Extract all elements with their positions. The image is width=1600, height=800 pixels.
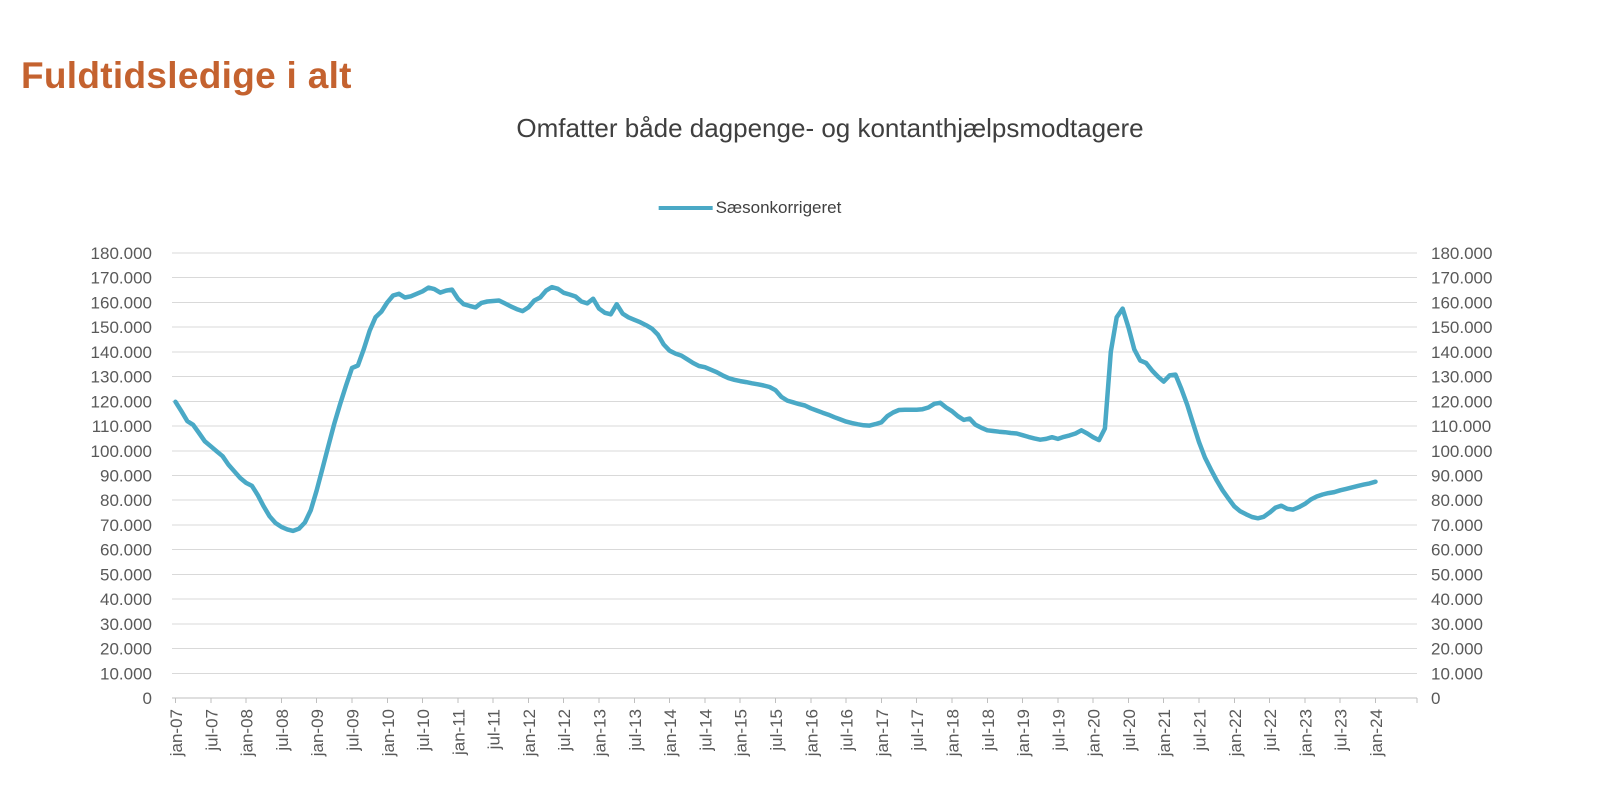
y-axis-label-left: 130.000 <box>91 368 152 387</box>
x-axis-label: jan-11 <box>449 709 468 756</box>
legend-line-marker <box>658 206 713 210</box>
x-axis-label: jan-20 <box>1085 709 1104 757</box>
y-axis-label-right: 100.000 <box>1431 442 1492 461</box>
legend-label: Sæsonkorrigeret <box>715 198 842 217</box>
y-axis-label-left: 160.000 <box>91 293 152 312</box>
x-axis-label: jul-19 <box>1049 709 1068 752</box>
y-axis-label-left: 40.000 <box>100 590 152 609</box>
y-axis-label-right: 0 <box>1431 689 1440 708</box>
y-axis-label-right: 70.000 <box>1431 516 1483 535</box>
y-axis-label-left: 80.000 <box>100 491 152 510</box>
x-axis-label: jan-12 <box>520 709 539 757</box>
series-line-saesonkorrigeret <box>173 284 1378 534</box>
y-axis-label-right: 90.000 <box>1431 467 1483 486</box>
y-axis-label-left: 20.000 <box>100 640 152 659</box>
x-axis-label: jan-21 <box>1155 709 1174 757</box>
y-axis-label-right: 150.000 <box>1431 318 1492 337</box>
x-axis-label: jan-24 <box>1367 709 1386 757</box>
x-axis-label: jul-07 <box>202 709 221 752</box>
y-axis-label-left: 10.000 <box>100 664 152 683</box>
x-axis-label: jan-15 <box>732 709 751 757</box>
y-axis-label-left: 140.000 <box>91 343 152 362</box>
x-axis-label: jul-18 <box>979 709 998 752</box>
y-axis-label-left: 100.000 <box>91 442 152 461</box>
y-axis-label-left: 50.000 <box>100 565 152 584</box>
y-axis-label-right: 20.000 <box>1431 640 1483 659</box>
x-axis-label: jul-12 <box>555 709 574 752</box>
x-axis-label: jan-18 <box>943 709 962 757</box>
x-axis-label: jul-21 <box>1191 709 1210 752</box>
y-axis-label-right: 10.000 <box>1431 664 1483 683</box>
x-axis-label: jul-11 <box>485 709 504 750</box>
x-axis-label: jul-20 <box>1120 709 1139 752</box>
y-axis-label-left: 170.000 <box>91 269 152 288</box>
x-axis-label: jul-13 <box>626 709 645 752</box>
y-axis-label-right: 60.000 <box>1431 541 1483 560</box>
x-axis-label: jan-22 <box>1226 709 1245 757</box>
x-axis-label: jan-19 <box>1014 709 1033 757</box>
y-axis-label-left: 120.000 <box>91 392 152 411</box>
y-axis-label-right: 50.000 <box>1431 565 1483 584</box>
x-axis-label: jan-13 <box>591 709 610 757</box>
y-axis-label-left: 150.000 <box>91 318 152 337</box>
y-axis-label-left: 180.000 <box>91 244 152 263</box>
y-axis-label-left: 70.000 <box>100 516 152 535</box>
x-axis-label: jul-10 <box>414 709 433 752</box>
y-axis-label-right: 80.000 <box>1431 491 1483 510</box>
y-axis-label-left: 90.000 <box>100 467 152 486</box>
x-axis-label: jul-22 <box>1261 709 1280 752</box>
y-axis-label-left: 30.000 <box>100 615 152 634</box>
x-axis-label: jan-10 <box>379 709 398 757</box>
y-axis-label-left: 60.000 <box>100 541 152 560</box>
x-axis-label: jan-07 <box>167 709 186 757</box>
legend: Sæsonkorrigeret <box>658 198 842 218</box>
y-axis-label-right: 170.000 <box>1431 269 1492 288</box>
x-axis-label: jul-08 <box>273 709 292 752</box>
y-axis-label-left: 110.000 <box>92 417 152 436</box>
x-axis-label: jul-09 <box>343 709 362 752</box>
x-axis-label: jul-16 <box>838 709 857 752</box>
y-axis-label-right: 160.000 <box>1431 293 1492 312</box>
chart-title: Omfatter både dagpenge- og kontanthjælps… <box>516 113 1144 143</box>
y-axis-label-right: 110.000 <box>1431 417 1491 436</box>
y-axis-label-right: 140.000 <box>1431 343 1492 362</box>
x-axis-label: jan-16 <box>802 709 821 757</box>
y-axis-label-right: 120.000 <box>1431 392 1492 411</box>
x-axis-label: jul-23 <box>1332 709 1351 752</box>
y-axis-label-right: 130.000 <box>1431 368 1492 387</box>
x-axis-label: jan-23 <box>1296 709 1315 757</box>
page-title: Fuldtidsledige i alt <box>21 54 352 96</box>
x-axis-label: jan-09 <box>308 709 327 757</box>
x-axis-label: jul-15 <box>767 709 786 752</box>
y-axis-label-left: 0 <box>143 689 152 708</box>
y-axis-label-right: 40.000 <box>1431 590 1483 609</box>
y-axis-label-right: 180.000 <box>1431 244 1492 263</box>
x-axis-label: jan-08 <box>238 709 257 757</box>
x-axis-label: jan-14 <box>661 709 680 757</box>
x-axis-label: jul-17 <box>908 709 927 752</box>
y-axis-label-right: 30.000 <box>1431 615 1483 634</box>
x-axis-label: jul-14 <box>696 709 715 752</box>
x-axis-label: jan-17 <box>873 709 892 757</box>
